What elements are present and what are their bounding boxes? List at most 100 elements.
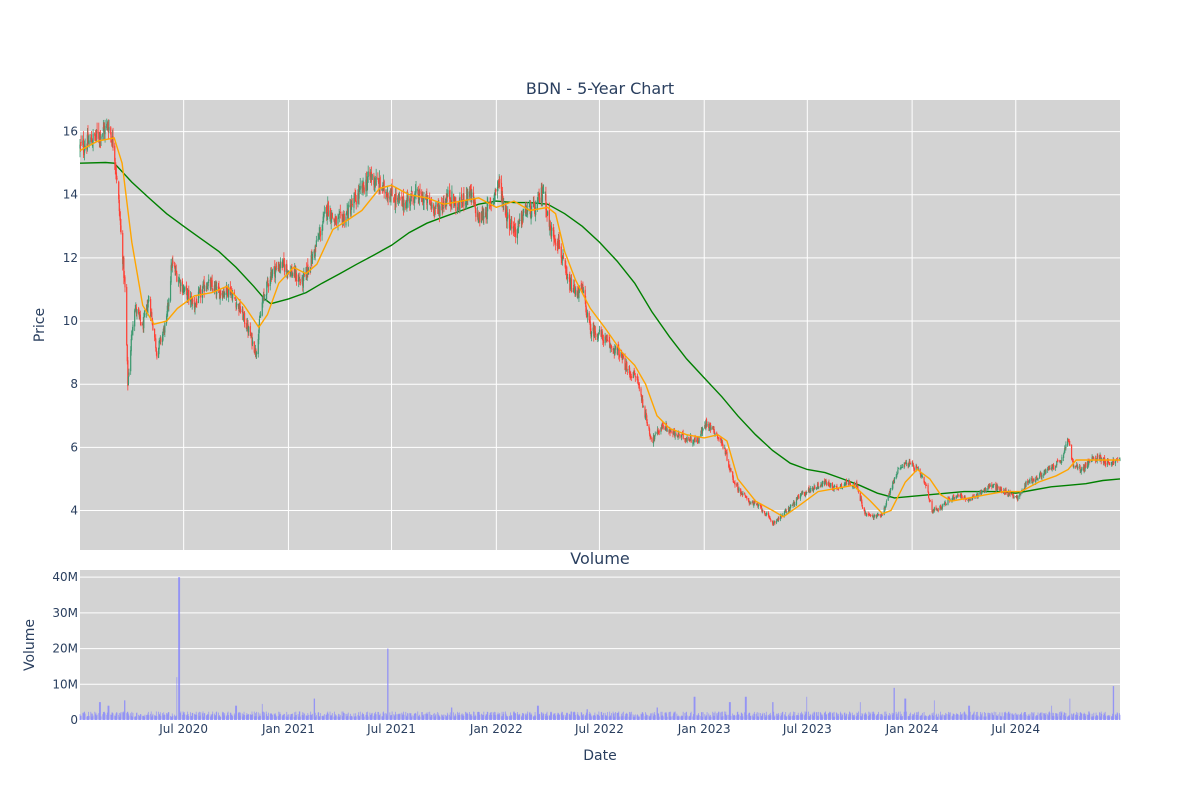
volume-bar (685, 712, 687, 720)
volume-bar (243, 714, 244, 720)
candle-body-down (116, 177, 118, 180)
volume-bar (853, 716, 855, 720)
volume-bar (884, 716, 886, 720)
volume-bar (446, 712, 448, 720)
volume-bar (450, 716, 452, 720)
volume-bar (616, 712, 618, 720)
candle-body-down (188, 289, 190, 300)
candle-body-down (245, 323, 247, 329)
candle-body-up (207, 282, 209, 287)
volume-bar (1031, 712, 1033, 720)
volume-bar (179, 577, 181, 720)
candle-body-up (757, 505, 759, 507)
volume-bar (497, 712, 499, 720)
volume-bar (932, 714, 934, 720)
volume-bar (154, 715, 156, 720)
candle-body-up (993, 484, 995, 485)
candle-body-down (1057, 459, 1059, 461)
candle-body-up (873, 514, 876, 517)
candle-body-down (267, 284, 270, 287)
volume-bar (331, 714, 333, 720)
candle-body-down (154, 337, 156, 340)
candle-body-down (173, 265, 176, 268)
volume-bar (359, 711, 361, 720)
volume-bar (246, 713, 248, 720)
volume-bar (591, 716, 592, 720)
volume-bar (656, 707, 658, 720)
candle-body-up (701, 427, 704, 433)
volume-bar (443, 714, 445, 720)
candle-body-down (645, 412, 647, 415)
volume-bar (383, 711, 384, 720)
volume-bar (1056, 716, 1058, 720)
volume-bar (796, 715, 797, 720)
volume-bar (802, 714, 804, 720)
volume-bar (357, 714, 359, 720)
candle-body-down (355, 200, 357, 205)
volume-bar (1045, 712, 1047, 720)
candle-body-down (226, 288, 229, 296)
candle-body-up (642, 406, 644, 408)
volume-bar (670, 711, 672, 720)
volume-bar (1004, 713, 1006, 720)
volume-bar (673, 713, 674, 720)
volume-bar (334, 714, 336, 720)
volume-bar (211, 713, 213, 720)
candle-body-up (279, 261, 282, 269)
volume-bar (395, 711, 396, 720)
candle-body-up (921, 475, 923, 477)
candle-body-down (1004, 493, 1006, 495)
candle-body-down (912, 463, 914, 466)
volume-bar (467, 714, 469, 720)
candle-body-down (460, 194, 463, 203)
volume-bar (784, 714, 785, 720)
volume-bar (1023, 713, 1025, 720)
candle-body-up (921, 476, 923, 478)
candle-body-down (529, 205, 532, 218)
candle-body-up (844, 483, 847, 486)
volume-bar (788, 715, 789, 720)
volume-bar (534, 715, 535, 720)
candle-body-down (446, 195, 448, 198)
volume-bar (330, 715, 332, 720)
volume-bar (702, 716, 703, 720)
candle-body-up (947, 498, 949, 505)
candle-body-down (729, 466, 731, 470)
volume-bar (363, 714, 365, 720)
volume-bar (110, 714, 112, 720)
volume-bar (778, 714, 780, 720)
volume-bar (126, 711, 128, 720)
volume-bar (597, 714, 599, 720)
volume-bar (896, 716, 898, 720)
volume-bar (1043, 713, 1045, 720)
volume-bar (578, 715, 580, 720)
volume-bar (598, 711, 600, 720)
candle-body-up (104, 125, 106, 135)
candle-body-down (1052, 464, 1054, 467)
volume-bar (243, 711, 245, 720)
volume-bar (477, 712, 478, 720)
candle-body-up (951, 498, 954, 501)
candle-body-up (574, 288, 577, 295)
volume-bar (131, 711, 133, 720)
candle-body-down (79, 143, 82, 145)
candle-body-up (131, 329, 133, 332)
volume-bar (1069, 698, 1071, 720)
volume-bar (684, 713, 686, 720)
volume-bar (286, 711, 288, 720)
candle-body-down (545, 194, 547, 210)
candle-body-down (819, 486, 822, 487)
volume-bar (425, 712, 427, 720)
volume-bar (1032, 716, 1034, 720)
volume-bar (977, 711, 979, 720)
volume-bar (577, 712, 579, 720)
volume-bar (626, 712, 628, 720)
candle-body-down (110, 127, 112, 135)
candle-body-up (641, 398, 643, 400)
candle-body-down (769, 516, 771, 519)
candle-body-up (262, 294, 264, 302)
candle-body-down (554, 238, 556, 242)
volume-bar (780, 716, 781, 720)
volume-bar (158, 711, 159, 720)
